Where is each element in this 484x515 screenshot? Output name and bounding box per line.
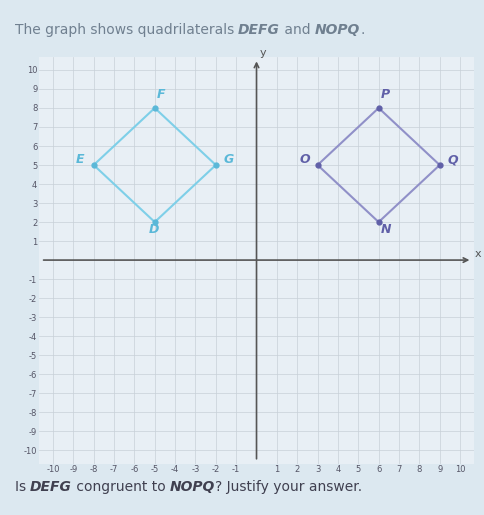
Text: .: . [360, 23, 364, 37]
Text: G: G [224, 153, 234, 166]
Text: DEFG: DEFG [30, 479, 72, 494]
Text: NOPQ: NOPQ [170, 479, 215, 494]
Text: and: and [280, 23, 315, 37]
Text: N: N [381, 224, 391, 236]
Text: Q: Q [448, 153, 458, 166]
Text: O: O [299, 153, 310, 166]
Text: x: x [475, 249, 482, 260]
Text: E: E [76, 153, 84, 166]
Text: D: D [149, 224, 159, 236]
Text: P: P [381, 89, 390, 101]
Text: The graph shows quadrilaterals: The graph shows quadrilaterals [15, 23, 238, 37]
Text: DEFG: DEFG [238, 23, 280, 37]
Text: congruent to: congruent to [72, 479, 170, 494]
Text: F: F [157, 89, 165, 101]
Text: Is: Is [15, 479, 30, 494]
Text: ? Justify your answer.: ? Justify your answer. [215, 479, 363, 494]
Text: y: y [259, 48, 266, 58]
Text: NOPQ: NOPQ [315, 23, 360, 37]
